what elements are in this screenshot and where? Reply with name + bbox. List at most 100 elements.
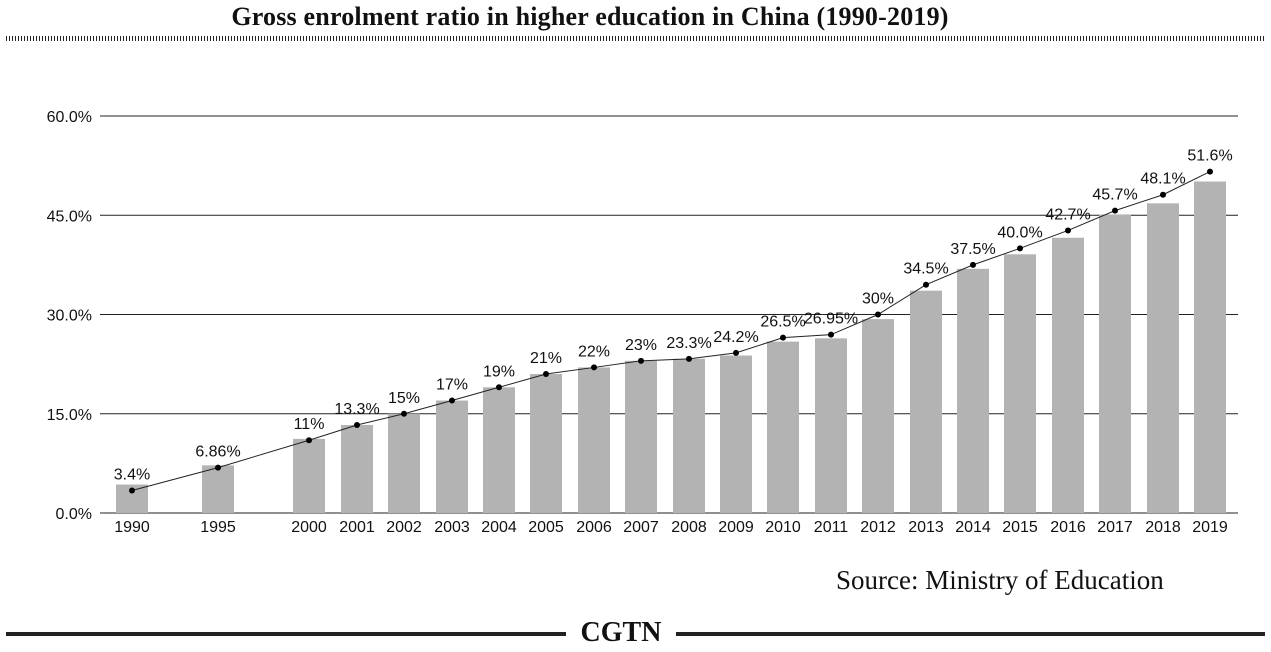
bar [1004, 254, 1036, 513]
line-point [970, 261, 976, 268]
x-tick-label: 2002 [386, 519, 422, 536]
line-point [923, 281, 929, 288]
data-label: 3.4% [114, 467, 150, 484]
data-label: 30% [862, 291, 894, 308]
data-label: 40.0% [997, 224, 1042, 241]
bar [388, 413, 420, 513]
data-label: 23% [625, 337, 657, 354]
bar [202, 465, 234, 513]
data-label: 37.5% [950, 241, 995, 258]
x-tick-label: 2013 [908, 519, 944, 536]
bar [1099, 214, 1131, 514]
x-tick-label: 1990 [114, 519, 150, 536]
x-tick-label: 2001 [339, 519, 375, 536]
line-point [543, 371, 549, 378]
x-tick-label: 2015 [1002, 519, 1038, 536]
line-point [1207, 168, 1213, 175]
y-tick-label: 60.0% [47, 109, 92, 126]
x-tick-label: 2010 [765, 519, 801, 536]
bar [815, 338, 847, 513]
y-tick-label: 30.0% [47, 308, 92, 325]
bar [483, 387, 515, 513]
x-tick-label: 2019 [1192, 519, 1228, 536]
bar [530, 374, 562, 513]
bar [720, 355, 752, 513]
bar [1052, 237, 1084, 513]
x-tick-label: 2014 [955, 519, 991, 536]
data-label: 51.6% [1187, 148, 1232, 165]
data-label: 22% [578, 343, 610, 360]
x-tick-label: 2005 [528, 519, 564, 536]
bar [910, 290, 942, 513]
data-label: 23.3% [666, 335, 711, 352]
bar [341, 424, 373, 513]
line-point [129, 487, 135, 494]
line-point [1160, 191, 1166, 198]
x-tick-label: 1995 [200, 519, 236, 536]
line-point [401, 410, 407, 417]
bar [673, 358, 705, 513]
y-tick-label: 0.0% [56, 506, 92, 523]
x-tick-label: 2003 [434, 519, 470, 536]
x-tick-label: 2008 [671, 519, 707, 536]
line-point [354, 421, 360, 428]
line-point [638, 357, 644, 364]
bar [1194, 181, 1226, 513]
line-point [733, 349, 739, 356]
bar [293, 438, 325, 513]
x-tick-label: 2004 [481, 519, 517, 536]
x-tick-label: 2011 [814, 519, 849, 536]
data-label: 45.7% [1092, 187, 1137, 204]
bar [1147, 203, 1179, 513]
bar [767, 341, 799, 513]
data-label: 17% [436, 377, 468, 394]
bar-line-chart: 0.0% 15.0% 30.0% 45.0% 60.0% 1990 1995 2000 2001… [47, 109, 1238, 536]
data-label: 13.3% [334, 401, 379, 418]
x-tick-label: 2012 [860, 519, 896, 536]
bar [862, 319, 894, 513]
bar [436, 400, 468, 513]
footer-rule-left [6, 632, 566, 636]
x-tick-label: 2007 [623, 519, 659, 536]
line-point [828, 331, 834, 338]
source-note: Source: Ministry of Education [836, 565, 1164, 595]
line-point [1065, 227, 1071, 234]
bar [625, 360, 657, 513]
bar [957, 268, 989, 513]
x-tick-label: 2018 [1145, 519, 1181, 536]
data-label: 48.1% [1140, 171, 1185, 188]
data-label: 42.7% [1045, 206, 1090, 223]
y-tick-label: 45.0% [47, 208, 92, 225]
line-point [496, 384, 502, 391]
brand-logo-text: CGTN [580, 617, 662, 648]
x-tick-label: 2017 [1097, 519, 1133, 536]
line-point [686, 355, 692, 362]
data-label: 26.5% [760, 314, 805, 331]
line-point [591, 364, 597, 371]
x-tick-label: 2016 [1050, 519, 1086, 536]
line-point [1017, 245, 1023, 252]
x-tick-label: 2006 [576, 519, 612, 536]
title-underline [6, 36, 1265, 41]
data-label: 19% [483, 363, 515, 380]
x-tick-label: 2009 [718, 519, 754, 536]
bar [578, 367, 610, 513]
data-label: 21% [530, 350, 562, 367]
line-point [875, 311, 881, 318]
line-point [780, 334, 786, 341]
y-tick-label: 15.0% [47, 407, 92, 424]
footer-rule-right [676, 632, 1265, 636]
chart-title: Gross enrolment ratio in higher educatio… [231, 2, 949, 31]
trend-line [131, 171, 1211, 491]
x-tick-label: 2000 [291, 519, 327, 536]
line-point [1112, 207, 1118, 214]
line-point [306, 437, 312, 444]
line-point [215, 464, 221, 471]
data-label: 26.95% [804, 311, 858, 328]
data-label: 15% [388, 390, 420, 407]
data-label: 6.86% [195, 444, 240, 461]
data-label: 11% [294, 416, 325, 433]
data-label: 24.2% [713, 329, 758, 346]
line-point [449, 397, 455, 404]
data-label: 34.5% [903, 261, 948, 278]
